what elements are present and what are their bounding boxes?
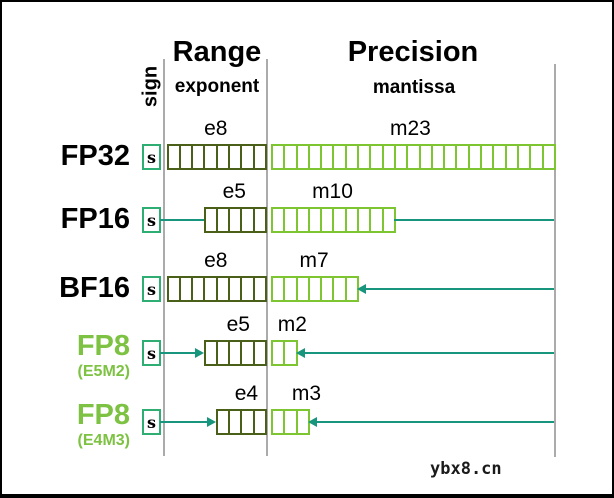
- sign-bit-box: s: [142, 207, 161, 233]
- mantissa-bit-count: m10: [312, 180, 353, 203]
- arrow-head-left-icon: [357, 284, 367, 294]
- mantissa-bits: [271, 340, 298, 366]
- format-label-fp8e5m2: FP8 (E5M2): [18, 331, 130, 381]
- exponent-bit-count: e8: [204, 117, 228, 140]
- format-name: FP16: [60, 203, 130, 235]
- mantissa-bits: [271, 276, 360, 302]
- exponent-bits: [166, 276, 267, 302]
- sign-bit-box: s: [142, 276, 161, 302]
- exponent-bit-count: e5: [226, 313, 250, 336]
- format-label-fp8e4m3: FP8 (E4M3): [18, 400, 130, 450]
- arrow-head-left-icon: [307, 417, 317, 427]
- mantissa-bits: [271, 207, 396, 233]
- divider-exponent-mantissa: [266, 59, 268, 456]
- exponent-bit-count: e4: [234, 382, 259, 405]
- format-name: FP32: [60, 140, 130, 172]
- arrow-head-right-icon: [194, 348, 204, 358]
- connector-line: [160, 352, 196, 354]
- bit-cell: [252, 276, 267, 302]
- bit-cell: [252, 144, 267, 170]
- exponent-bits: [203, 207, 267, 233]
- bit-cell: [252, 409, 267, 435]
- watermark: ybx8.cn: [430, 459, 502, 479]
- divider-sign-exponent: [163, 59, 165, 456]
- connector-line: [365, 288, 554, 290]
- format-label-fp32: FP32: [18, 141, 130, 172]
- format-label-bf16: BF16: [18, 273, 130, 304]
- bit-cell: [541, 144, 556, 170]
- sign-column-header: sign: [139, 65, 162, 108]
- mantissa-header: mantissa: [372, 77, 456, 98]
- sign-bit-box: s: [142, 144, 161, 170]
- format-name: BF16: [59, 272, 130, 304]
- bit-cell: [252, 340, 267, 366]
- arrow-head-left-icon: [295, 348, 305, 358]
- exponent-bits: [166, 144, 267, 170]
- exponent-bits: [215, 409, 267, 435]
- format-variant: (E5M2): [77, 363, 130, 380]
- mantissa-bit-count: m23: [390, 117, 431, 140]
- mantissa-bits: [271, 409, 310, 435]
- format-name: FP8: [76, 330, 130, 362]
- format-name: FP8: [76, 399, 130, 431]
- mantissa-bits: [271, 144, 556, 170]
- bit-cell: [252, 207, 267, 233]
- mantissa-bit-count: m7: [299, 249, 329, 272]
- mantissa-bit-count: m3: [291, 382, 322, 405]
- format-variant: (E4M3): [77, 432, 130, 449]
- exponent-bit-count: e8: [204, 249, 228, 272]
- connector-line: [315, 421, 554, 423]
- arrow-head-right-icon: [206, 417, 216, 427]
- connector-line: [160, 421, 208, 423]
- exponent-header: exponent: [174, 76, 260, 97]
- sign-bit-box: s: [142, 340, 161, 366]
- connector-line: [160, 219, 204, 221]
- divider-mantissa-right: [554, 64, 556, 457]
- mantissa-bit-count: m2: [277, 313, 307, 336]
- exponent-bits: [203, 340, 267, 366]
- connector-line: [394, 219, 554, 221]
- format-label-fp16: FP16: [18, 204, 130, 235]
- range-header: Range: [172, 36, 262, 68]
- precision-header: Precision: [347, 36, 479, 68]
- exponent-bit-count: e5: [222, 180, 246, 203]
- sign-bit-box: s: [142, 409, 161, 435]
- connector-line: [303, 352, 554, 354]
